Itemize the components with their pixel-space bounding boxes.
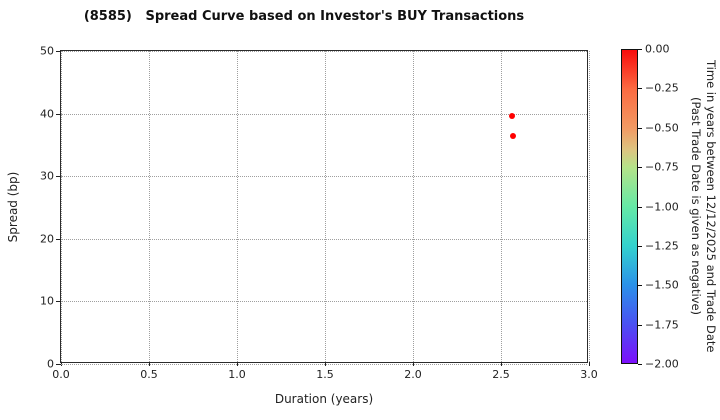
colorbar-tick-label: −2.00 — [645, 357, 679, 371]
colorbar-tick-mark — [638, 245, 642, 247]
colorbar: 0.00 −0.25 −0.50 −0.75 −1.00 −1.25 −1.50 −1.75 −… — [621, 43, 679, 371]
data-point — [508, 113, 515, 120]
y-tick-label: 10 — [40, 294, 54, 308]
gridline-horizontal — [61, 113, 587, 115]
x-tick-label: 3.0 — [580, 368, 598, 381]
y-tick-label: 30 — [40, 169, 54, 183]
x-tick-label: 0.0 — [52, 368, 70, 381]
gridline-horizontal — [61, 51, 587, 52]
gridline-horizontal — [61, 301, 587, 303]
plot-area: 0.0 0.5 1.0 1.5 2.0 2.5 3.0 0 10 20 30 40 50 — [40, 45, 598, 382]
colorbar-tick-mark — [638, 127, 642, 129]
colorbar-label-line2: (Past Trade Date is given as negative) — [689, 97, 703, 316]
colorbar-tick-label: −1.25 — [645, 239, 679, 253]
colorbar-tick-mark — [638, 324, 642, 326]
x-tick-label: 2.5 — [492, 368, 510, 381]
gridline-vertical — [237, 51, 238, 362]
y-tick-mark — [56, 364, 61, 365]
colorbar-tick-mark — [638, 49, 642, 50]
x-tick-label: 1.5 — [316, 368, 334, 381]
colorbar-tick-label: 0.00 — [645, 42, 670, 56]
x-tick-label: 1.0 — [228, 368, 246, 381]
gridline-vertical — [149, 51, 150, 362]
x-tick-mark — [589, 362, 590, 366]
y-tick-label: 0 — [47, 357, 54, 371]
y-tick-label: 50 — [40, 44, 54, 58]
colorbar-tick-label: −0.25 — [645, 81, 679, 95]
colorbar-label: Time in years between 12/12/2025 and Tra… — [685, 49, 718, 364]
x-tick-label: 2.0 — [404, 368, 422, 381]
x-tick-label: 0.5 — [140, 368, 158, 381]
y-tick-mark — [56, 301, 61, 303]
x-axis-label: Duration (years) — [274, 392, 374, 406]
gridline-vertical — [413, 51, 414, 362]
gridline-vertical — [589, 51, 590, 362]
colorbar-label-line1: Time in years between 12/12/2025 and Tra… — [704, 60, 718, 353]
colorbar-tick-label: −0.75 — [645, 160, 679, 174]
colorbar-tick-label: −0.50 — [645, 121, 679, 135]
colorbar-tick-mark — [638, 364, 642, 365]
colorbar-gradient — [621, 49, 638, 364]
gridline-horizontal — [61, 238, 587, 240]
colorbar-tick-label: −1.75 — [645, 318, 679, 332]
y-tick-label: 20 — [40, 232, 54, 246]
gridline-horizontal — [61, 364, 587, 365]
colorbar-tick-label: −1.50 — [645, 278, 679, 292]
y-axis-label: Spread (bp) — [6, 171, 20, 243]
colorbar-tick-label: −1.00 — [645, 200, 679, 213]
gridline-vertical — [61, 51, 62, 362]
colorbar-tick-mark — [638, 285, 642, 287]
y-tick-mark — [56, 113, 61, 115]
colorbar-tick-mark — [638, 88, 642, 90]
gridline-vertical — [325, 51, 326, 362]
y-tick-mark — [56, 238, 61, 240]
data-point — [510, 133, 517, 140]
gridline-vertical — [501, 51, 502, 362]
y-tick-label: 40 — [40, 107, 54, 121]
y-tick-mark — [56, 176, 61, 178]
colorbar-tick-mark — [638, 167, 642, 169]
chart-title: (8585) Spread Curve based on Investor's … — [83, 9, 525, 24]
y-tick-mark — [56, 51, 61, 52]
colorbar-tick-mark — [638, 206, 642, 208]
gridline-horizontal — [61, 176, 587, 178]
